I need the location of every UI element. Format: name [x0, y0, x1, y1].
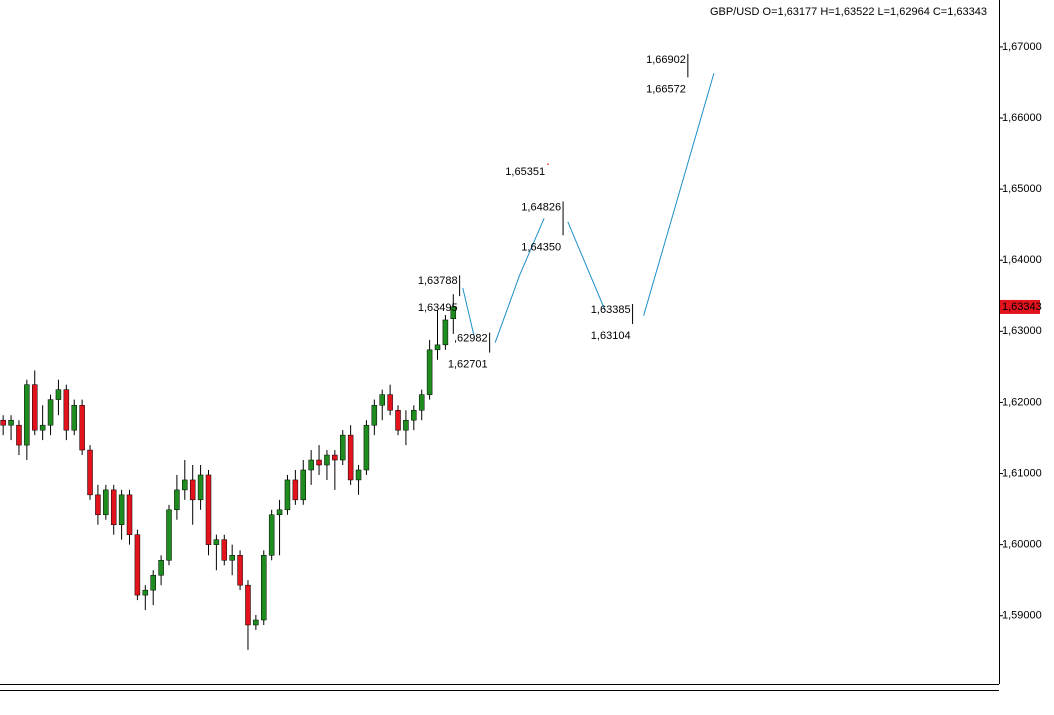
candle-body — [261, 555, 267, 621]
candle-body — [268, 514, 275, 556]
candle-body — [237, 555, 243, 586]
candle-body — [229, 555, 235, 561]
candle-body — [371, 405, 378, 426]
level-label: 1,63104 — [591, 330, 631, 342]
candle-body — [411, 410, 417, 421]
level-label: 1,66572 — [646, 83, 686, 95]
y-tick-label: 1,66000 — [1002, 112, 1042, 124]
y-tick-label: 1,59000 — [1002, 610, 1042, 622]
candle-body — [0, 419, 6, 426]
candle-body — [442, 319, 449, 346]
candle-body — [63, 389, 70, 431]
candle-body — [253, 619, 259, 626]
candle-body — [55, 389, 62, 400]
level-label: 1,62701 — [448, 359, 488, 371]
candle-body — [434, 344, 441, 351]
candle-body — [174, 489, 180, 511]
candle-body — [8, 419, 14, 426]
candle-body — [395, 410, 401, 431]
candle-body — [221, 539, 228, 561]
candle-body — [426, 349, 433, 395]
candle-body — [189, 479, 196, 501]
candle-body — [39, 424, 46, 431]
candle-body — [24, 384, 30, 446]
last-price-box — [1000, 299, 1040, 314]
candle-body — [418, 394, 425, 411]
level-label: 1,63385 — [591, 304, 631, 316]
candle-body — [387, 394, 393, 411]
candle-body — [347, 434, 354, 481]
candle-body — [332, 454, 338, 461]
candle-body — [324, 454, 330, 466]
y-tick-label: 1,62000 — [1002, 396, 1042, 408]
level-label: 1,64350 — [521, 241, 561, 253]
y-tick-label: 1,60000 — [1002, 539, 1042, 551]
level-label: 1,66902 — [646, 54, 686, 66]
candle-body — [363, 424, 370, 471]
level-label: 1,63788 — [418, 275, 458, 287]
candle-body — [276, 509, 283, 516]
candle-body — [79, 405, 85, 451]
candle-body — [103, 489, 109, 516]
candle-body — [284, 479, 291, 511]
candle-body — [16, 424, 22, 446]
candle-body — [31, 384, 38, 431]
y-tick-label: 1,64000 — [1002, 254, 1042, 266]
chart-title: GBP/USD O=1,63177 H=1,63522 L=1,62964 C=… — [710, 6, 987, 18]
candle-body — [300, 469, 307, 501]
candle-body — [134, 534, 141, 596]
candle-body — [450, 306, 457, 319]
candle-body — [110, 489, 117, 525]
y-tick-label: 1,63000 — [1002, 325, 1042, 337]
target-mark — [547, 163, 549, 165]
candle-body — [118, 494, 125, 525]
candle-body — [355, 469, 362, 481]
candle-body — [47, 399, 54, 426]
candle-body — [126, 494, 133, 535]
level-label: 1,63495 — [418, 302, 458, 314]
candle-body — [403, 419, 409, 431]
target-label: 1,65351 — [505, 166, 545, 178]
candle-body — [182, 479, 188, 491]
candle-body — [150, 574, 156, 591]
y-tick-label: 1,67000 — [1002, 41, 1042, 53]
candle-body — [292, 479, 299, 501]
candle-body — [87, 449, 93, 496]
candle-body — [339, 434, 346, 461]
candle-body — [95, 494, 101, 516]
candle-body — [308, 459, 314, 471]
last-price-label: 1,63343 — [1002, 301, 1042, 313]
candle-body — [197, 474, 204, 501]
y-tick-label: 1,61000 — [1002, 467, 1042, 479]
candle-body — [245, 584, 251, 626]
candle-body — [379, 394, 385, 406]
candle-body — [142, 589, 149, 596]
y-tick-label: 1,65000 — [1002, 183, 1042, 195]
candle-body — [316, 459, 322, 466]
projection-line — [462, 73, 715, 343]
level-label: 1,64826 — [521, 201, 561, 213]
candle-body — [71, 405, 77, 431]
candle-body — [158, 560, 164, 576]
candle-body — [213, 539, 220, 545]
level-label: ,62982 — [454, 333, 488, 345]
candle-body — [205, 474, 212, 545]
candle-body — [166, 509, 172, 561]
